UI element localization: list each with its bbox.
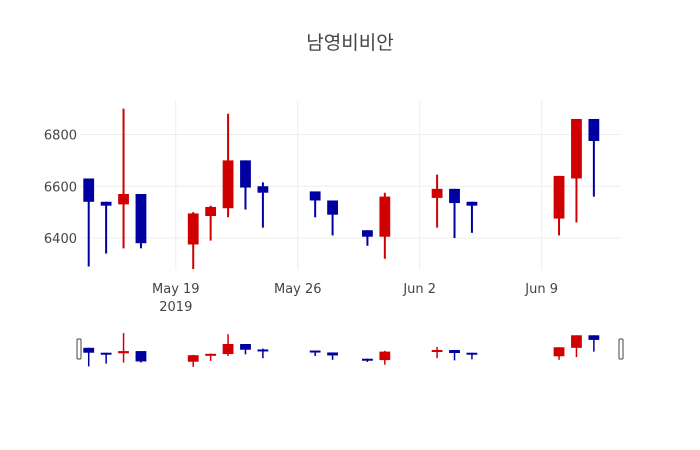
candle xyxy=(449,188,460,238)
candle-mini xyxy=(135,351,147,363)
candle xyxy=(588,118,600,197)
x-axis: May 19 2019 May 26 Jun 2 Jun 9 xyxy=(152,282,558,315)
candle-mini xyxy=(553,347,565,360)
candle xyxy=(240,160,251,210)
candle-mini xyxy=(257,348,269,359)
candle xyxy=(466,201,478,233)
candle-mini xyxy=(83,347,95,367)
candle-mini xyxy=(100,352,112,364)
candle xyxy=(379,192,391,259)
candle xyxy=(222,113,234,218)
y-axis: 6400 6600 6800 xyxy=(44,129,77,248)
range-slider-left-handle[interactable] xyxy=(76,338,82,360)
candle xyxy=(571,118,582,223)
x-tick-label: Jun 2 xyxy=(402,282,436,297)
candle-mini xyxy=(222,334,234,356)
candle-mini xyxy=(379,350,391,365)
candle-mini xyxy=(588,335,600,352)
candle-mini xyxy=(309,350,321,356)
candle xyxy=(205,205,217,241)
candle xyxy=(187,212,199,270)
candle xyxy=(431,174,443,228)
candle-mini xyxy=(571,335,582,358)
range-slider-right-handle[interactable] xyxy=(618,338,624,360)
candle xyxy=(309,191,321,218)
gridlines xyxy=(80,100,620,270)
x-tick-label: Jun 9 xyxy=(524,282,558,297)
x-tick-label: May 26 xyxy=(274,282,322,297)
x-tick-year-label: 2019 xyxy=(159,300,192,315)
candle-mini xyxy=(431,347,443,359)
x-tick-label: May 19 xyxy=(152,282,200,297)
y-tick-label: 6400 xyxy=(44,232,77,247)
range-slider[interactable] xyxy=(76,333,624,367)
candle xyxy=(118,108,129,249)
candle xyxy=(257,182,269,228)
candle-mini xyxy=(327,352,338,360)
y-tick-label: 6600 xyxy=(44,180,77,195)
candle xyxy=(553,175,565,236)
candle-mini xyxy=(118,333,129,363)
candle xyxy=(83,178,95,267)
candle-mini xyxy=(240,344,251,355)
y-tick-label: 6800 xyxy=(44,129,77,144)
candles-main xyxy=(83,108,600,270)
candle-mini xyxy=(449,350,460,361)
candle xyxy=(362,230,373,246)
candle-mini xyxy=(187,354,199,367)
candle xyxy=(327,200,338,236)
candle xyxy=(100,201,112,254)
candle-mini xyxy=(205,353,217,361)
candle xyxy=(135,194,147,249)
chart-title: 남영비비안 xyxy=(306,32,394,54)
candle-mini xyxy=(362,358,373,362)
candle-mini xyxy=(466,352,478,360)
